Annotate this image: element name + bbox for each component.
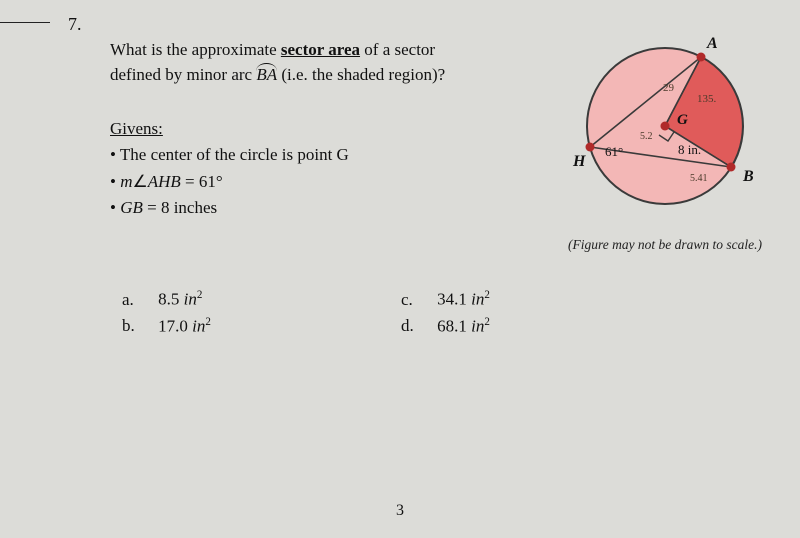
given-text: = 61° <box>181 172 223 191</box>
option-unit: in <box>184 290 197 309</box>
given-text: • <box>110 172 120 191</box>
label-g: G <box>677 112 688 128</box>
page: 7. What is the approximate sector area o… <box>0 0 800 538</box>
handwriting: 29 <box>663 82 675 94</box>
option-value: 34.1 in2 <box>427 287 668 312</box>
prompt-emphasis: sector area <box>281 40 360 59</box>
question-number: 7. <box>68 14 82 35</box>
given-text: = 8 inches <box>143 198 217 217</box>
prompt-text: (i.e. the shaded region)? <box>277 65 445 84</box>
option-number: 68.1 <box>437 316 471 335</box>
option-row: a. 8.5 in2 c. 34.1 in2 <box>112 287 668 312</box>
prompt-text: defined by minor arc <box>110 65 256 84</box>
label-h: H <box>572 153 586 170</box>
answer-options: a. 8.5 in2 c. 34.1 in2 b. 17.0 in2 d. 68… <box>110 285 670 340</box>
option-value: 8.5 in2 <box>148 287 389 312</box>
figure: A B H G 61° 8 in. 29 135. 5.2 5.41 (Figu… <box>555 26 775 253</box>
given-text: m <box>120 172 132 191</box>
label-a: A <box>706 35 718 52</box>
option-unit: in <box>471 316 484 335</box>
radius-label: 8 in. <box>678 142 701 157</box>
option-letter: b. <box>112 314 146 339</box>
option-number: 8.5 <box>158 290 184 309</box>
angle-label: 61° <box>605 144 623 159</box>
given-item: • m∠AHB = 61° <box>110 172 223 191</box>
figure-caption: (Figure may not be drawn to scale.) <box>555 237 775 253</box>
handwriting: 5.2 <box>640 131 653 142</box>
option-exp: 2 <box>197 289 203 301</box>
given-text: GB <box>120 198 143 217</box>
givens: Givens: • The center of the circle is po… <box>110 116 349 221</box>
arc-label: BA <box>256 63 277 88</box>
point-a <box>697 53 706 62</box>
given-text: AHB <box>148 172 181 191</box>
handwriting: 135. <box>697 93 717 105</box>
circle-diagram: A B H G 61° 8 in. 29 135. 5.2 5.41 <box>555 26 775 226</box>
page-number: 3 <box>396 502 404 520</box>
option-letter: c. <box>391 287 425 312</box>
option-letter: d. <box>391 314 425 339</box>
option-exp: 2 <box>205 316 211 328</box>
option-value: 17.0 in2 <box>148 314 389 339</box>
option-number: 17.0 <box>158 316 192 335</box>
prompt-text: What is the approximate <box>110 40 281 59</box>
point-g <box>661 122 670 131</box>
angle-symbol: ∠ <box>132 172 147 191</box>
prompt: What is the approximate sector area of a… <box>110 38 510 87</box>
handwriting: 5.41 <box>690 173 708 184</box>
given-item: • GB = 8 inches <box>110 198 217 217</box>
point-b <box>727 163 736 172</box>
option-letter: a. <box>112 287 146 312</box>
givens-title: Givens: <box>110 119 163 138</box>
given-text: • <box>110 198 120 217</box>
option-exp: 2 <box>484 289 490 301</box>
option-value: 68.1 in2 <box>427 314 668 339</box>
point-h <box>586 143 595 152</box>
option-exp: 2 <box>484 316 490 328</box>
option-unit: in <box>471 290 484 309</box>
prompt-text: of a sector <box>360 40 435 59</box>
option-unit: in <box>192 316 205 335</box>
option-number: 34.1 <box>437 290 471 309</box>
option-row: b. 17.0 in2 d. 68.1 in2 <box>112 314 668 339</box>
answer-blank <box>0 22 50 23</box>
given-item: • The center of the circle is point G <box>110 145 349 164</box>
label-b: B <box>742 168 754 185</box>
